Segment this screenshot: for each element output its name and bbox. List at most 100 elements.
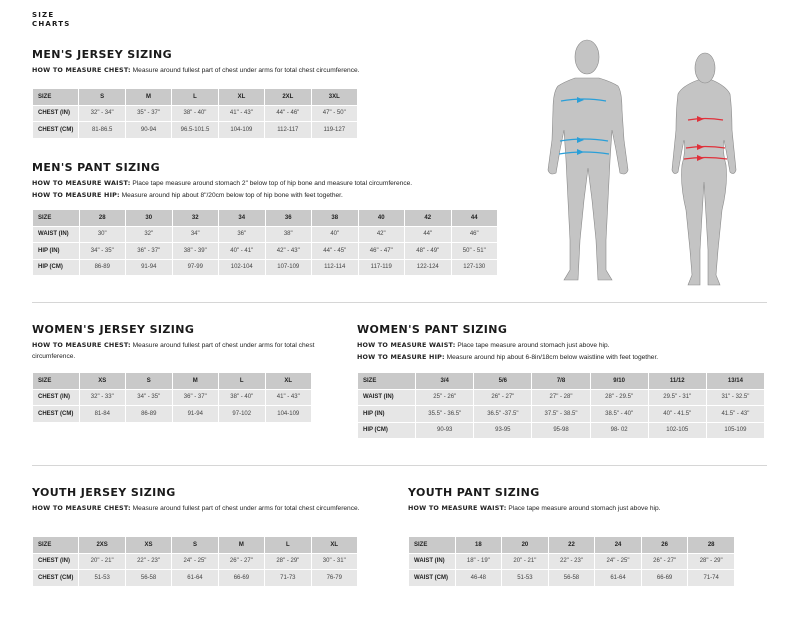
table-cell: 27" - 28"	[532, 389, 590, 405]
page-title: SIZE CHARTS	[32, 11, 71, 28]
row-label: HIP (IN)	[358, 406, 416, 422]
mens-pant-section: MEN'S PANT SIZING HOW TO MEASURE WAIST: P…	[32, 161, 532, 275]
table-cell: S	[172, 537, 218, 553]
row-label: CHEST (CM)	[33, 570, 79, 586]
table-cell: 24" - 25"	[172, 553, 218, 569]
instruction-text: Place tape measure around stomach just a…	[455, 342, 610, 349]
table-row: HIP (IN) 35.5" - 36.5" 36.5" -37.5" 37.5" -…	[358, 406, 764, 422]
table-cell: L	[172, 89, 218, 105]
divider	[32, 302, 767, 303]
instruction-text: Place tape measure around stomach 2" bel…	[130, 180, 413, 187]
table-cell: 38"	[265, 226, 311, 242]
table-row: CHEST (CM) 51-53 56-58 61-64 66-69 71-73 76-79	[33, 570, 357, 586]
instruction-text: Measure around fullest part of chest und…	[32, 342, 315, 360]
table-cell: 44" - 45"	[312, 243, 358, 259]
table-cell: 97-99	[172, 259, 218, 275]
table-cell: 3XL	[311, 89, 357, 105]
table-cell: 42" - 43"	[265, 243, 311, 259]
table-cell: XL	[218, 89, 265, 105]
table-cell: 98- 02	[590, 422, 648, 438]
table-row: WAIST (IN) 25" - 26" 26" - 27" 27" - 28" 28"…	[358, 389, 764, 405]
table-cell: 104-109	[265, 406, 311, 422]
instruction-label: HOW TO MEASURE CHEST:	[32, 66, 131, 74]
table-cell: 102-104	[219, 259, 265, 275]
table-cell: 96.5-101.5	[172, 122, 218, 138]
table-row: CHEST (IN) 32" - 33" 34" - 35" 36" - 37" 38"…	[33, 389, 311, 405]
size-table: SIZE 2XS XS S M L XL CHEST (IN) 20" - 21" 22" - 2…	[32, 536, 358, 587]
instruction-text: Measure around hip about 8"/20cm below t…	[119, 191, 343, 199]
table-cell: 81-86.5	[79, 122, 125, 138]
table-cell: 26" - 27"	[218, 553, 265, 569]
table-cell: 97-102	[219, 406, 265, 422]
table-cell: 29.5" - 31"	[648, 389, 706, 405]
table-cell: 18	[455, 537, 502, 553]
table-cell: 47" - 50"	[311, 105, 357, 121]
table-row: CHEST (CM) 81-84 86-89 91-94 97-102 104-109	[33, 406, 311, 422]
table-cell: 102-105	[648, 422, 706, 438]
table-cell: 86-89	[126, 406, 172, 422]
table-cell: XS	[125, 537, 172, 553]
instruction-line: HOW TO MEASURE HIP: Measure around hip a…	[357, 352, 777, 364]
table-cell: 32"	[126, 226, 172, 242]
row-label: WAIST (CM)	[409, 570, 455, 586]
table-header-row: SIZE S M L XL 2XL 3XL	[33, 89, 357, 105]
measure-instructions: HOW TO MEASURE CHEST: Measure around ful…	[32, 503, 367, 515]
table-cell: 61-64	[172, 570, 218, 586]
table-cell: 34	[219, 210, 265, 226]
table-cell: 36.5" -37.5"	[474, 406, 532, 422]
male-measure-arrows	[558, 97, 610, 155]
table-cell: 40" - 41"	[219, 243, 265, 259]
table-cell: 105-109	[706, 422, 764, 438]
table-cell: 42"	[358, 226, 404, 242]
table-cell: 7/8	[532, 373, 590, 389]
table-cell: 30	[126, 210, 172, 226]
table-cell: 24" - 25"	[595, 553, 641, 569]
table-cell: 2XL	[265, 89, 311, 105]
table-cell: 81-84	[79, 406, 125, 422]
table-cell: 122-124	[405, 259, 451, 275]
youth-pant-section: YOUTH PANT SIZING HOW TO MEASURE WAIST: P…	[408, 486, 768, 586]
table-cell: 40"	[312, 226, 358, 242]
table-cell: 42	[405, 210, 451, 226]
size-table: SIZE 28 30 32 34 36 38 40 42 44 WAIST (IN) 30" 32" 34…	[32, 209, 498, 276]
table-cell: 32" - 33"	[79, 389, 125, 405]
womens-jersey-section: WOMEN'S JERSEY SIZING HOW TO MEASURE CHES…	[32, 323, 322, 422]
table-row: HIP (CM) 86-89 91-94 97-99 102-104 107-109 112…	[33, 259, 497, 275]
size-table: SIZE XS S M L XL CHEST (IN) 32" - 33" 34" - 35" 3…	[32, 372, 312, 423]
table-cell: L	[219, 373, 265, 389]
section-title: WOMEN'S JERSEY SIZING	[32, 323, 195, 336]
table-cell: 20" - 21"	[502, 553, 548, 569]
table-row: CHEST (CM) 81-86.5 90-94 96.5-101.5 104-109 1…	[33, 122, 357, 138]
row-label: SIZE	[33, 537, 79, 553]
instruction-label: HOW TO MEASURE CHEST:	[32, 341, 131, 349]
section-title: WOMEN'S PANT SIZING	[357, 323, 508, 336]
table-cell: 112-114	[312, 259, 358, 275]
table-cell: 44" - 46"	[265, 105, 311, 121]
table-cell: 13/14	[706, 373, 764, 389]
table-cell: 25" - 26"	[416, 389, 474, 405]
table-cell: 35.5" - 36.5"	[416, 406, 474, 422]
table-cell: 51-53	[502, 570, 548, 586]
table-cell: 127-130	[451, 259, 497, 275]
table-cell: S	[79, 89, 125, 105]
table-cell: 40	[358, 210, 404, 226]
table-cell: 56-58	[548, 570, 595, 586]
table-cell: 26" - 27"	[641, 553, 688, 569]
table-cell: 95-98	[532, 422, 590, 438]
table-cell: 104-109	[218, 122, 265, 138]
row-label: SIZE	[409, 537, 455, 553]
table-cell: 46" - 47"	[358, 243, 404, 259]
table-cell: 36" - 37"	[172, 389, 218, 405]
measurement-figures	[547, 39, 737, 286]
table-cell: 76-79	[311, 570, 357, 586]
instruction-label: HOW TO MEASURE WAIST:	[357, 341, 456, 349]
table-cell: 36	[265, 210, 311, 226]
table-cell: 18" - 19"	[455, 553, 502, 569]
row-label: SIZE	[33, 373, 79, 389]
table-cell: 48" - 49"	[405, 243, 451, 259]
section-title: YOUTH PANT SIZING	[408, 486, 540, 499]
table-cell: 50" - 51"	[451, 243, 497, 259]
table-cell: 91-94	[172, 406, 218, 422]
instruction-label: HOW TO MEASURE WAIST:	[32, 179, 131, 187]
table-row: WAIST (CM) 46-48 51-53 56-58 61-64 66-69 71-74	[409, 570, 734, 586]
